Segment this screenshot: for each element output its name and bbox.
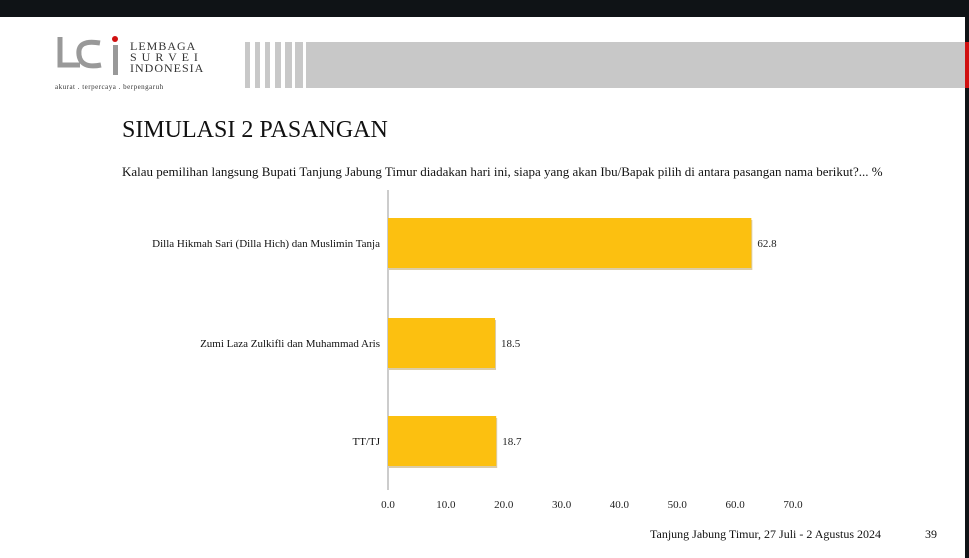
survey-question: Kalau pemilihan langsung Bupati Tanjung … [122, 164, 883, 179]
header-stripe [255, 42, 260, 88]
data-label: 62.8 [757, 238, 777, 250]
x-tick-label: 30.0 [552, 499, 572, 511]
lsi-logo: LEMBAGA S U R V E I INDONESIA akurat . t… [55, 35, 215, 95]
bar [388, 318, 496, 368]
x-tick-label: 70.0 [783, 499, 803, 511]
lsi-logo-mark [57, 36, 118, 75]
x-tick-label: 10.0 [436, 499, 456, 511]
category-label: Zumi Laza Zulkifli dan Muhammad Aris [200, 338, 380, 350]
header-stripe [285, 42, 292, 88]
header-stripe [295, 42, 303, 88]
footer-location-date: Tanjung Jabung Timur, 27 Juli - 2 Agustu… [650, 527, 882, 541]
bar [388, 416, 497, 466]
category-label: TT/TJ [353, 436, 381, 448]
data-label: 18.5 [501, 338, 521, 350]
x-tick-label: 40.0 [610, 499, 630, 511]
header-stripe [275, 42, 281, 88]
category-label: Dilla Hikmah Sari (Dilla Hich) dan Musli… [152, 238, 380, 250]
logo-text-2: S U R V E I [130, 50, 199, 64]
logo-text-1: LEMBAGA [130, 39, 197, 53]
header-stripe [245, 42, 250, 88]
accent-mark [965, 42, 969, 88]
logo-text-3: INDONESIA [130, 61, 205, 75]
logo-tagline: akurat . terpercaya . berpengaruh [55, 83, 164, 91]
x-tick-label: 50.0 [668, 499, 688, 511]
slide-title: SIMULASI 2 PASANGAN [122, 117, 388, 143]
x-tick-label: 60.0 [726, 499, 746, 511]
header-stripe [265, 42, 270, 88]
x-tick-label: 0.0 [381, 499, 395, 511]
page-number: 39 [925, 527, 937, 541]
bar [388, 218, 752, 268]
data-label: 18.7 [502, 436, 522, 448]
x-tick-label: 20.0 [494, 499, 514, 511]
header-band [306, 42, 965, 88]
